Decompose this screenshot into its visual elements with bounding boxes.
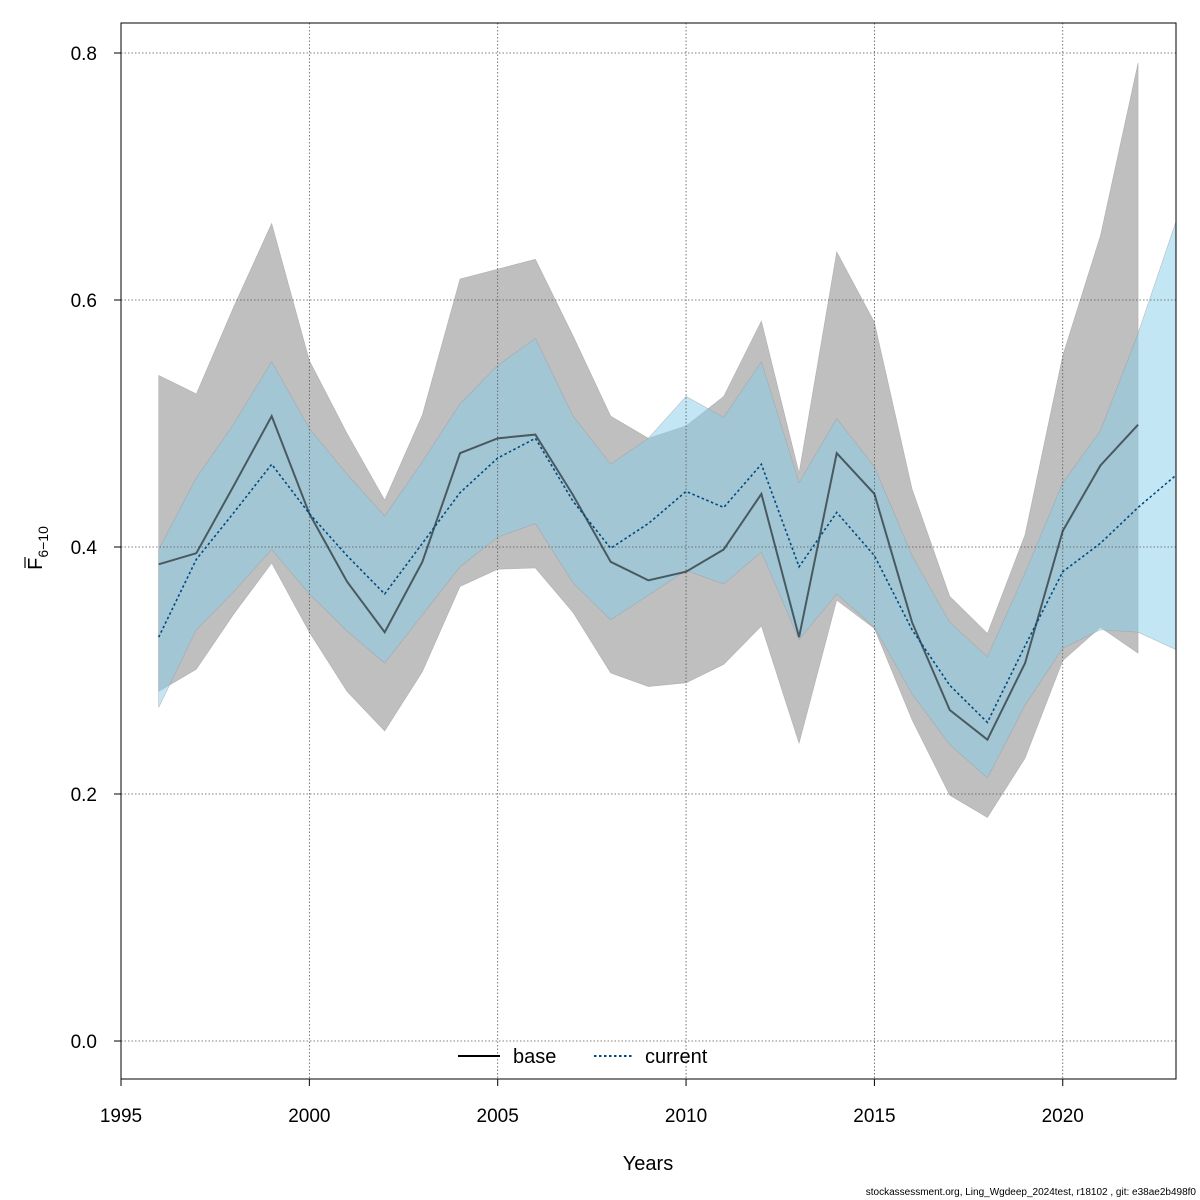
- legend: base current: [458, 1046, 708, 1068]
- x-tick-label-2010: 2010: [665, 1106, 707, 1127]
- series-lines: [157, 413, 1176, 742]
- x-tick-label-2000: 2000: [288, 1106, 330, 1127]
- legend-label-current: current: [645, 1046, 708, 1068]
- x-tick-label-2015: 2015: [853, 1106, 895, 1127]
- y-tick-label-0.8: 0.8: [71, 44, 97, 65]
- x-axis-title: Years: [623, 1153, 673, 1175]
- y-axis-title-base: F: [25, 558, 47, 570]
- line-base: [158, 413, 1139, 742]
- y-axis-title: F6−10: [24, 526, 51, 570]
- y-axis-title-sub: 6−10: [35, 526, 51, 558]
- y-tick-label-0.2: 0.2: [71, 785, 97, 806]
- footer-note: stockassessment.org, Ling_Wgdeep_2024tes…: [865, 1187, 1196, 1198]
- y-tick-label-0: 0.0: [71, 1032, 97, 1053]
- x-axis: 1995 2000 2005 2010 2015 2020: [100, 1078, 1084, 1127]
- y-tick-label-0.4: 0.4: [71, 538, 98, 559]
- legend-label-base: base: [513, 1046, 556, 1068]
- y-tick-label-0.6: 0.6: [71, 291, 97, 312]
- x-tick-label-2005: 2005: [477, 1106, 519, 1127]
- x-tick-label-2020: 2020: [1042, 1106, 1084, 1127]
- x-tick-label-1995: 1995: [100, 1106, 142, 1127]
- y-axis: 0.0 0.2 0.4 0.6 0.8: [71, 44, 121, 1053]
- band-current: [158, 222, 1176, 779]
- svg-text:F6−10: F6−10: [25, 526, 51, 570]
- confidence-bands: [158, 62, 1176, 818]
